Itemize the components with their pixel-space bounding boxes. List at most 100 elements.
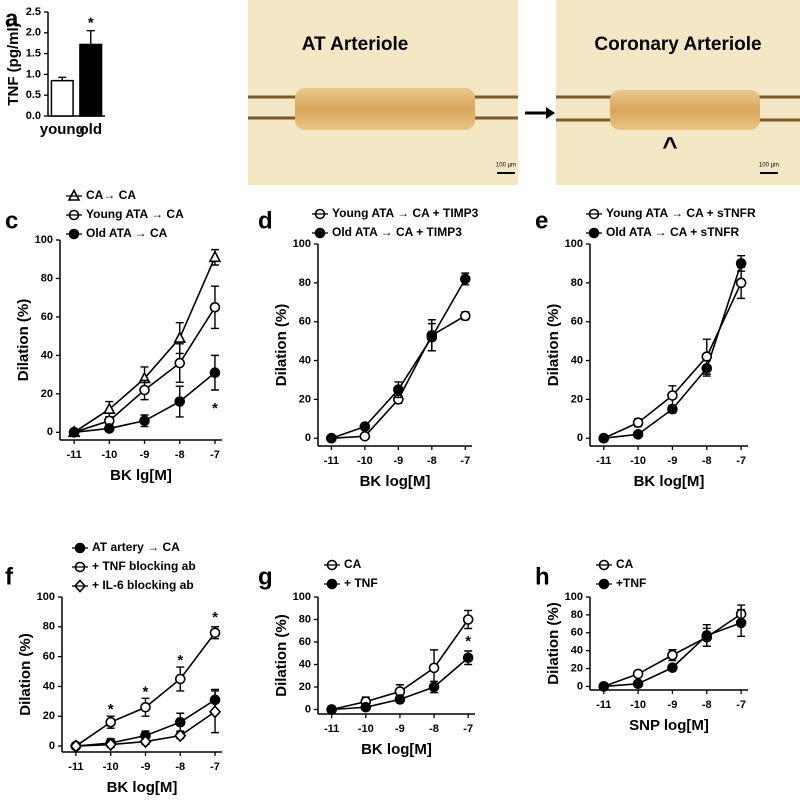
marker [394, 694, 406, 705]
y-tick-label: 100 [293, 238, 311, 250]
bar [50, 79, 74, 117]
y-tick-label: 100 [35, 234, 53, 246]
y-tick-label: 0 [49, 740, 55, 752]
x-axis-label: BK log[M] [360, 473, 431, 490]
annotation: * [177, 652, 183, 669]
y-tick-label: 60 [571, 316, 583, 328]
scale-label: 100 µm [759, 163, 779, 169]
scale-label: 100 µm [496, 163, 516, 169]
marker [174, 396, 186, 407]
y-tick-label: 40 [41, 349, 53, 361]
annotation: * [212, 609, 218, 626]
marker [69, 739, 82, 753]
y-tick-label: 0 [305, 432, 311, 444]
series-line [331, 315, 466, 440]
legend-label: Young ATA → CA + sTNFR [606, 206, 756, 220]
x-tick-label: -7 [210, 449, 220, 461]
x-tick-label: -9 [393, 455, 403, 467]
x-axis-label: BK lg[M] [110, 467, 172, 484]
annotation: * [108, 701, 114, 718]
series-line [73, 256, 216, 433]
marker [326, 432, 337, 444]
x-tick-label: -8 [702, 699, 712, 711]
legend-label: CA [616, 557, 634, 571]
marker [105, 716, 116, 728]
y-tick-label: 80 [571, 609, 583, 621]
y-tick-label: 60 [43, 651, 55, 663]
marker [667, 403, 678, 415]
image-marker: ^ [662, 131, 677, 161]
chart: 0 20 40 60 80 100 Dilation (%) d -11 -10 -9 -8 -7 BK … [258, 206, 479, 490]
marker [209, 367, 221, 378]
legend-label: CA [344, 557, 362, 571]
vessel [610, 90, 760, 130]
marker [667, 649, 678, 661]
arrow-head [546, 107, 555, 119]
y-axis-label: Dilation (%) [15, 299, 32, 382]
marker [173, 330, 187, 343]
legend-label: +TNF [616, 576, 646, 590]
marker [208, 705, 222, 719]
x-tick-label: -10 [357, 455, 373, 467]
marker [174, 716, 186, 728]
marker [174, 357, 186, 369]
marker [460, 310, 471, 322]
panel-letter: e [535, 207, 548, 234]
panel-letter: a [5, 5, 19, 32]
panel-letter: d [258, 207, 273, 234]
panel-letter: h [535, 563, 550, 590]
marker [598, 432, 610, 444]
x-tick-label: -11 [324, 455, 339, 467]
marker [104, 423, 115, 434]
marker [140, 701, 151, 713]
y-tick-label: 0 [305, 703, 311, 715]
y-tick-label: 0.5 [26, 89, 41, 101]
chart: 0 20 40 60 80 100 Dilation (%) f -11 -10 -9 -8 -7 BK … [5, 540, 222, 796]
y-tick-label: 80 [41, 272, 53, 284]
y-tick-label: 80 [299, 277, 311, 289]
legend-label: Young ATA → CA [86, 207, 184, 221]
y-axis-label: Dilation (%) [273, 614, 290, 697]
panel-letter: g [258, 563, 273, 590]
legend-label: Old ATA → CA [86, 226, 168, 240]
marker [393, 384, 404, 395]
y-tick-label: 20 [571, 662, 583, 674]
x-tick-label: -8 [702, 455, 712, 467]
legend-marker [67, 188, 81, 201]
legend-label: + TNF blocking ab [92, 559, 196, 573]
marker [462, 614, 474, 625]
y-tick-label: 40 [299, 354, 311, 366]
marker [428, 681, 440, 693]
x-axis-label: BK log[M] [634, 473, 705, 490]
y-tick-label: 40 [299, 658, 311, 670]
x-tick-label: -10 [103, 761, 119, 773]
y-tick-label: 60 [571, 627, 583, 639]
y-tick-label: 80 [571, 277, 583, 289]
y-axis-label: Dilation (%) [545, 602, 562, 685]
x-tick-label: -10 [630, 455, 646, 467]
marker [735, 277, 747, 289]
marker [701, 630, 713, 641]
x-tick-label: -8 [429, 723, 439, 735]
x-axis-label: BK log[M] [107, 779, 178, 796]
marker [139, 384, 150, 396]
marker [632, 417, 644, 428]
marker [632, 668, 644, 680]
x-tick-label: -9 [395, 723, 405, 735]
legend-label: Old ATA → CA + sTNFR [606, 225, 740, 239]
x-tick-label: -7 [736, 699, 746, 711]
chart: 0 20 40 60 80 100 Dilation (%) c -11 -10 -9 -8 -7 BK … [5, 188, 222, 484]
vessel [295, 88, 475, 130]
x-tick-label: -10 [358, 723, 374, 735]
annotation: * [88, 15, 94, 32]
marker [174, 728, 187, 743]
y-tick-label: 20 [299, 681, 311, 693]
x-tick-label: -10 [630, 699, 646, 711]
x-tick-label: -8 [175, 761, 185, 773]
x-tick-label: -11 [596, 455, 611, 467]
marker [104, 737, 117, 752]
